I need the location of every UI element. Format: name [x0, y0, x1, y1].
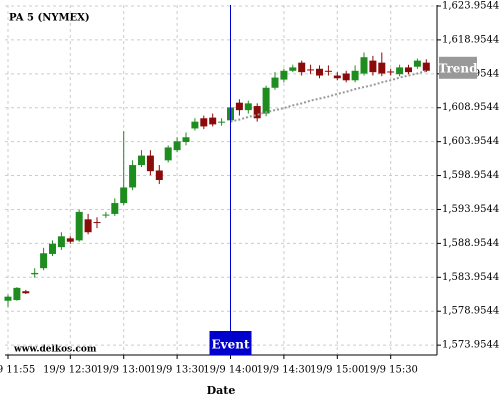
candle-body: [75, 211, 83, 241]
candle-body: [200, 118, 208, 127]
candle-body: [155, 170, 163, 180]
x-tick-label: 19/9 12:30: [43, 365, 97, 376]
y-tick-label: 1,578.9544: [442, 306, 499, 317]
y-tick-label: 1,593.9544: [442, 204, 499, 215]
candle-body: [49, 243, 56, 254]
x-tick-label: 19/9 13:00: [96, 365, 150, 376]
x-axis-label: Date: [207, 384, 236, 397]
candle-body: [164, 147, 172, 161]
x-tick-label: 19/9 15:00: [310, 365, 364, 376]
candle-body: [396, 67, 404, 75]
candle-body: [182, 137, 190, 143]
candle-body: [57, 236, 65, 248]
candle-body: [66, 238, 74, 242]
candle-body: [324, 70, 332, 72]
candle-body: [4, 296, 12, 301]
trend-line: [230, 69, 427, 123]
candle-body: [405, 67, 412, 73]
y-tick-label: 1,598.9544: [442, 170, 499, 181]
x-tick-label: 19/9 11:55: [0, 365, 35, 376]
candle-body: [146, 155, 154, 172]
candle-body: [271, 77, 279, 88]
candle-body: [218, 121, 226, 123]
candle-body: [102, 214, 110, 216]
candle-body: [138, 155, 145, 166]
candle-body: [93, 222, 101, 224]
candle-body: [351, 70, 359, 81]
candle-body: [307, 69, 315, 71]
candle-body: [13, 287, 21, 301]
y-tick-label: 1,623.9544: [442, 0, 499, 11]
y-tick-label: 1,618.9544: [442, 34, 499, 45]
candle-body: [333, 75, 341, 79]
y-tick-label: 1,608.9544: [442, 102, 499, 113]
candle-body: [378, 62, 386, 74]
candle-body: [173, 141, 181, 151]
event-label-box: [209, 331, 252, 355]
candle-body: [129, 165, 137, 188]
watermark: www.delkos.com: [13, 345, 97, 355]
candle-body: [235, 102, 243, 111]
candle-body: [22, 291, 30, 294]
candle-body: [191, 121, 199, 129]
x-tick-label: 19/9 15:30: [363, 365, 417, 376]
y-tick-label: 1,588.9544: [442, 238, 499, 249]
x-tick-label: 19/9 14:00: [203, 365, 257, 376]
x-tick-label: 19/9 14:30: [257, 365, 311, 376]
candle-body: [262, 87, 270, 114]
candle-body: [253, 106, 261, 119]
candle-body: [316, 68, 323, 76]
candle-body: [31, 272, 39, 275]
x-tick-label: 19/9 13:30: [150, 365, 204, 376]
candle-body: [413, 60, 421, 67]
y-tick-label: 1,583.9544: [442, 272, 499, 283]
candle-body: [422, 62, 430, 71]
candle-body: [209, 117, 217, 125]
trend-label-box: [439, 56, 477, 79]
candle-body: [298, 62, 306, 73]
y-tick-label: 1,603.9544: [442, 136, 499, 147]
candle-body: [111, 203, 119, 214]
candle-body: [244, 103, 252, 111]
candle-body: [40, 253, 48, 269]
candle-body: [120, 187, 128, 204]
candle-body: [342, 73, 350, 81]
chart-title: PA 5 (NYMEX): [9, 13, 90, 24]
trend-label: Trend: [438, 61, 478, 75]
candle-body: [280, 70, 288, 80]
candle-body: [360, 57, 368, 74]
event-label: Event: [211, 338, 249, 352]
candle-body: [289, 67, 297, 71]
candle-body: [369, 60, 377, 73]
y-tick-label: 1,573.9544: [442, 340, 499, 351]
candle-body: [387, 71, 395, 73]
candle-body: [84, 219, 92, 233]
